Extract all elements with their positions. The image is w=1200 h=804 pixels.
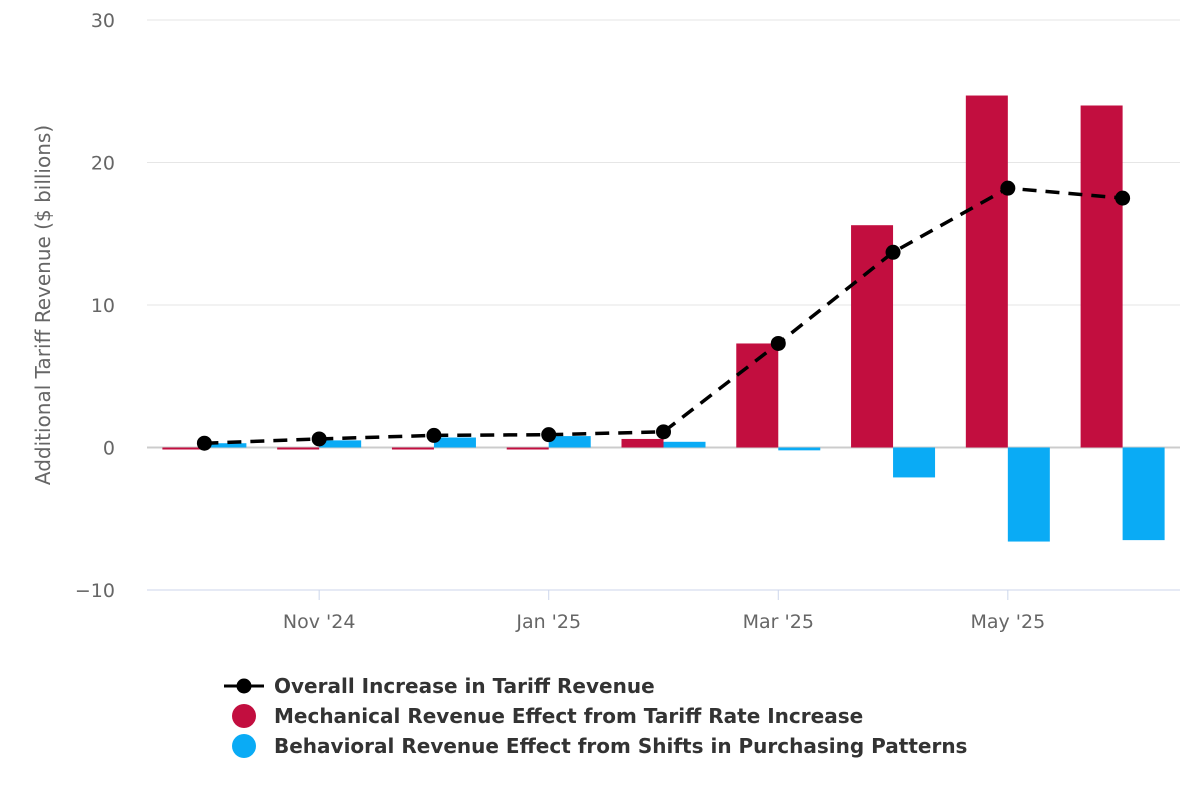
y-tick-label: 30 — [91, 10, 115, 32]
behavioral-bar — [204, 443, 247, 448]
mechanical-bar — [162, 447, 205, 450]
behavioral-bar — [1122, 447, 1165, 541]
mechanical-bar — [277, 447, 320, 450]
legend-mechanical-icon — [232, 704, 256, 728]
y-tick-label: 0 — [103, 438, 115, 460]
y-tick-label: −10 — [75, 580, 115, 602]
mechanical-bar — [1080, 105, 1123, 448]
overall-point — [311, 431, 327, 447]
legend-item-label: Mechanical Revenue Effect from Tariff Ra… — [274, 704, 863, 728]
y-tick-label: 10 — [91, 295, 115, 317]
overall-point — [426, 427, 442, 443]
behavioral-bar — [893, 447, 936, 478]
legend-item-label: Behavioral Revenue Effect from Shifts in… — [274, 734, 967, 758]
mechanical-bar — [851, 225, 894, 448]
y-tick-label: 20 — [91, 153, 115, 175]
x-tick-label: Mar '25 — [743, 611, 814, 633]
mechanical-bar — [506, 447, 549, 450]
x-tick-label: Nov '24 — [283, 611, 356, 633]
bars — [162, 95, 1165, 542]
legend-marker-icon — [236, 678, 252, 694]
legend-item-label: Overall Increase in Tariff Revenue — [274, 674, 655, 698]
y-axis-ticks: 30 20 10 0 −10 — [75, 10, 115, 602]
behavioral-bar — [548, 436, 591, 448]
overall-point — [770, 335, 786, 351]
overall-line — [196, 180, 1131, 451]
behavioral-bar — [663, 441, 706, 448]
mechanical-bar — [965, 95, 1008, 448]
behavioral-bar — [433, 437, 476, 448]
x-axis-ticks: Nov '24 Jan '25 Mar '25 May '25 — [147, 589, 1180, 633]
legend-behavioral-icon — [232, 734, 256, 758]
overall-line-path — [204, 186, 1123, 445]
legend: Overall Increase in Tariff Revenue Mechan… — [224, 674, 967, 758]
overall-point — [196, 435, 212, 451]
behavioral-bar — [319, 440, 362, 448]
mechanical-bar — [391, 447, 434, 450]
y-axis-label: Additional Tariff Revenue ($ billions) — [31, 125, 55, 485]
x-tick-label: Jan '25 — [515, 611, 581, 633]
mechanical-bar — [621, 438, 664, 448]
behavioral-bar — [1007, 447, 1050, 542]
behavioral-bar — [778, 447, 821, 451]
overall-point — [656, 424, 671, 440]
overall-point — [541, 427, 557, 443]
overall-point — [1115, 190, 1131, 206]
overall-point — [885, 244, 901, 260]
x-tick-label: May '25 — [970, 611, 1045, 633]
overall-point — [1000, 180, 1016, 196]
